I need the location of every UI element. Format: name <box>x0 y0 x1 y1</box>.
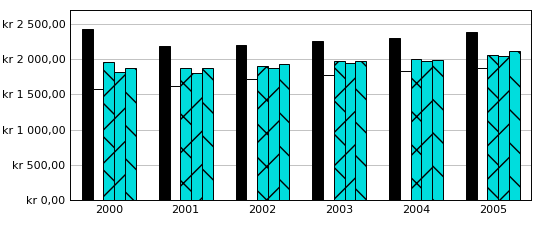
Bar <box>432 60 443 200</box>
Bar <box>411 59 421 200</box>
Bar <box>159 46 170 200</box>
Bar <box>125 68 136 200</box>
Bar <box>312 41 323 200</box>
Bar <box>498 56 509 200</box>
Bar <box>104 62 114 200</box>
Bar <box>356 61 366 200</box>
Bar <box>191 73 202 200</box>
Bar <box>268 68 279 200</box>
Bar <box>323 75 334 200</box>
Bar <box>421 61 432 200</box>
Bar <box>400 71 411 200</box>
Bar <box>170 86 180 200</box>
Bar <box>476 68 487 200</box>
Bar <box>257 66 268 200</box>
Bar <box>114 72 125 200</box>
Bar <box>334 61 345 200</box>
Bar <box>93 89 104 200</box>
Bar <box>202 68 212 200</box>
Bar <box>345 63 356 200</box>
Bar <box>246 79 257 200</box>
Bar <box>236 45 246 200</box>
Bar <box>487 55 498 200</box>
Bar <box>180 68 191 200</box>
Bar <box>466 32 476 200</box>
Bar <box>509 51 520 200</box>
Bar <box>279 64 289 200</box>
Bar <box>82 29 93 200</box>
Bar <box>389 38 400 200</box>
